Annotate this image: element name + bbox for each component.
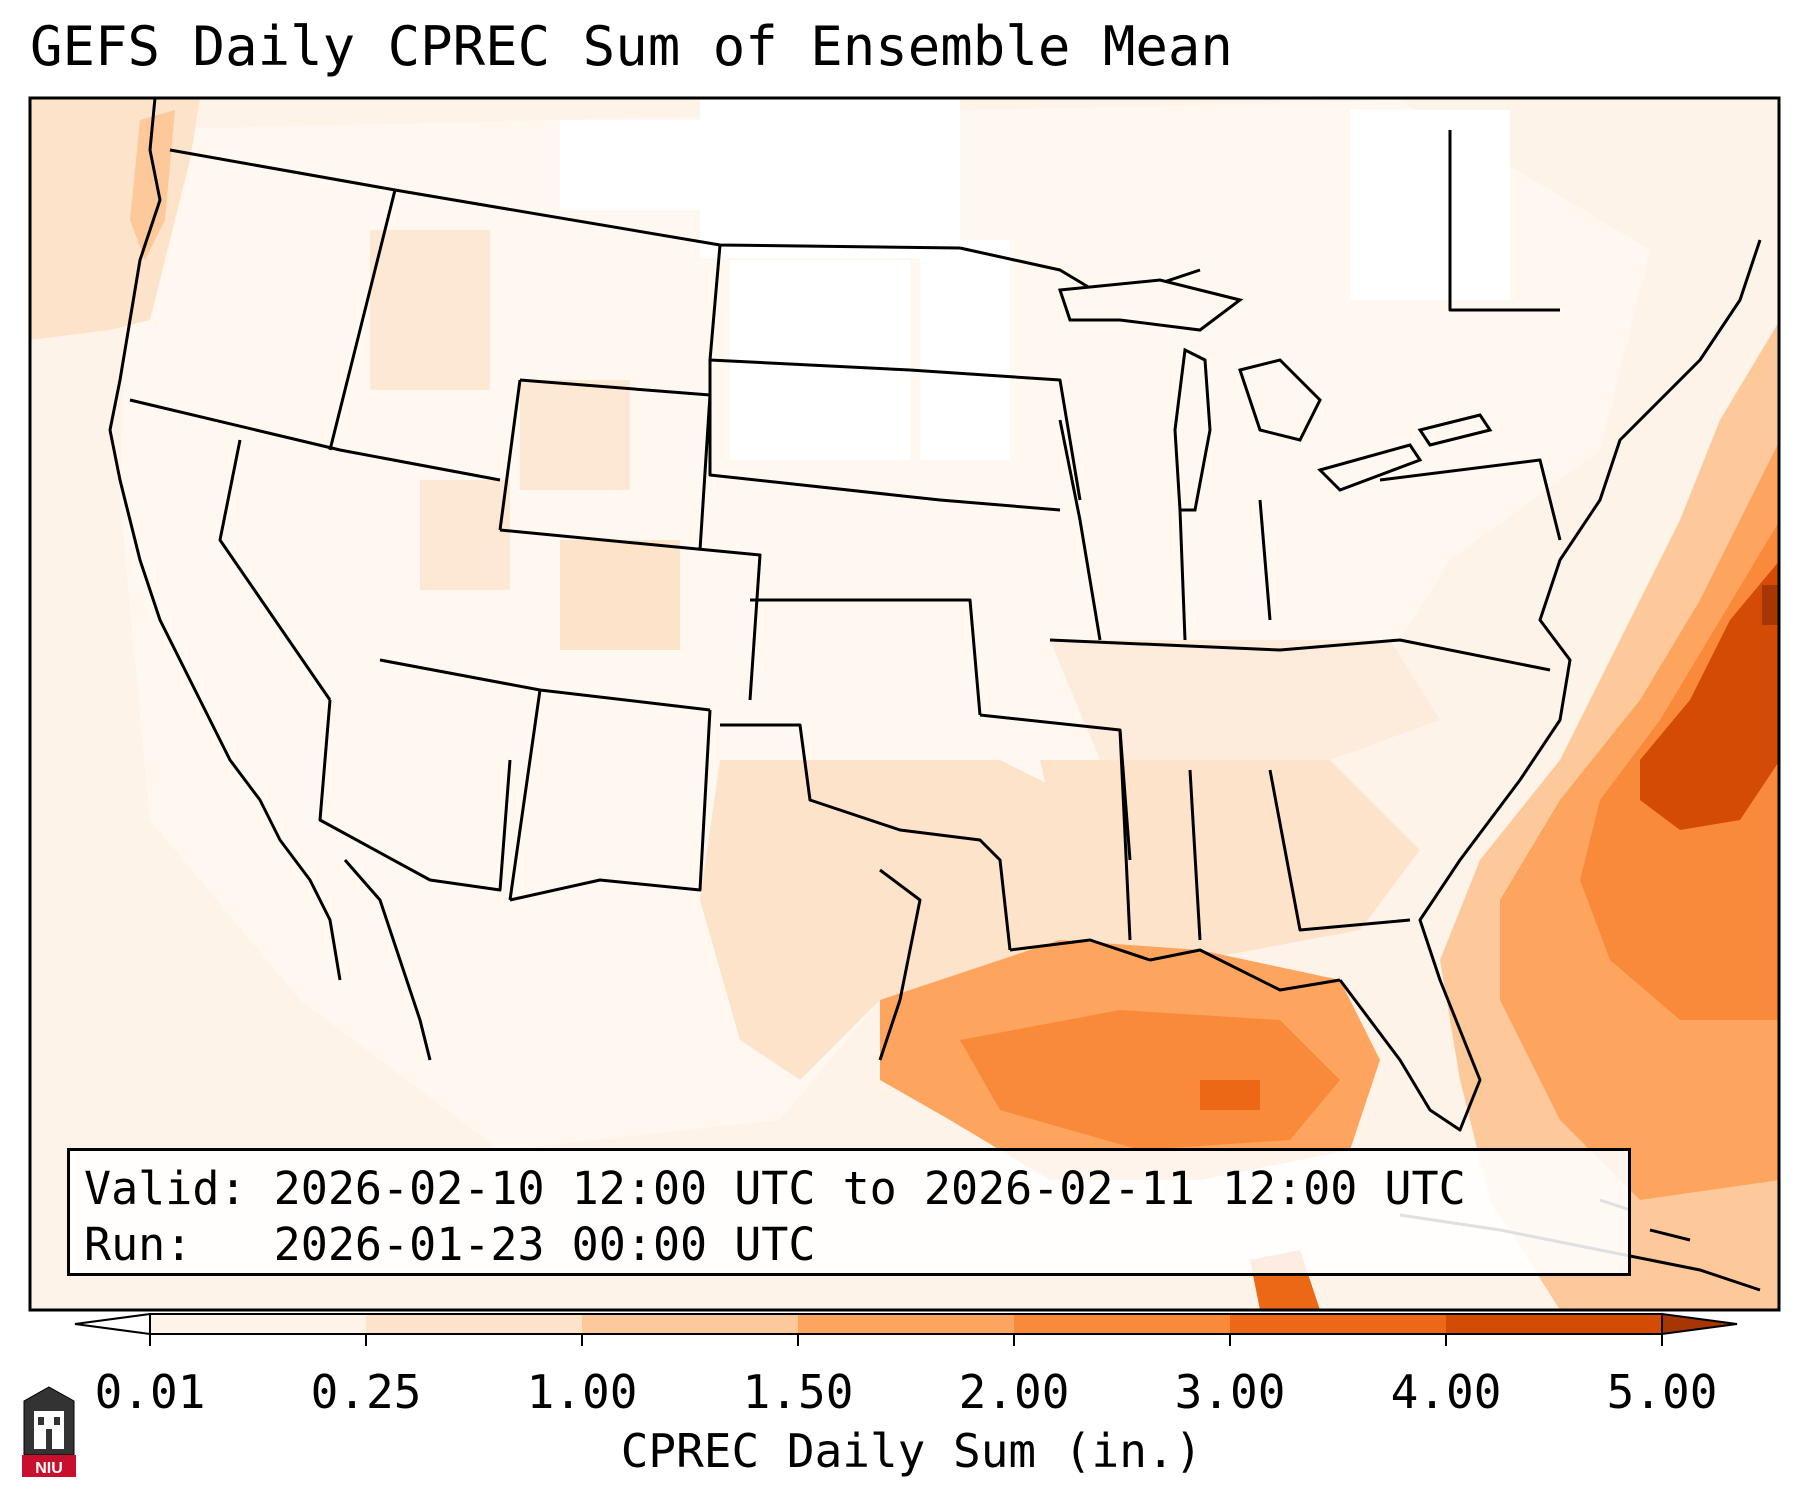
precip-utah bbox=[420, 480, 510, 590]
colorbar-segment bbox=[366, 1314, 583, 1334]
gulf-coastline bbox=[1009, 938, 1341, 992]
precip-atlantic-max bbox=[1640, 561, 1779, 830]
map-title: GEFS Daily CPREC Sum of Ensemble Mean bbox=[30, 15, 1233, 78]
ohio-line bbox=[1258, 499, 1272, 621]
info-box: Valid: 2026-02-10 12:00 UTC to 2026-02-1… bbox=[67, 1148, 1631, 1276]
colorbar-tick-label: 4.00 bbox=[1390, 1365, 1502, 1419]
bahamas-island-2 bbox=[1649, 1228, 1691, 1242]
colorbar-tick-label: 1.00 bbox=[526, 1365, 638, 1419]
maine-quebec-line bbox=[1448, 130, 1560, 312]
new-mexico-borders bbox=[509, 709, 712, 902]
colorbar-segment bbox=[1446, 1314, 1663, 1334]
precip-none-montana bbox=[560, 120, 700, 210]
colorbar-tick-label: 5.00 bbox=[1606, 1365, 1718, 1419]
precip-gulf-max bbox=[1200, 1080, 1260, 1110]
pennsylvania-line bbox=[1379, 458, 1562, 541]
precip-none-dakotas bbox=[700, 98, 960, 258]
texas-coast bbox=[878, 868, 922, 1061]
alabama-line bbox=[1188, 769, 1202, 941]
california-nevada-line bbox=[218, 439, 332, 701]
idaho-west bbox=[328, 189, 397, 451]
colorbar bbox=[74, 1312, 1738, 1346]
colorbar-extend-high bbox=[1661, 1312, 1738, 1336]
wyoming-west bbox=[498, 379, 522, 531]
precip-atlantic-peak bbox=[1762, 585, 1779, 625]
mississippi-line bbox=[1118, 729, 1132, 941]
baja-line bbox=[343, 859, 432, 1061]
precip-idaho bbox=[370, 230, 490, 390]
missouri-north bbox=[939, 498, 1061, 512]
niu-logo: NIU bbox=[20, 1385, 78, 1479]
run-time-text: Run: 2026-01-23 00:00 UTC bbox=[84, 1218, 816, 1271]
west-coastline bbox=[108, 98, 342, 981]
tn-kentucky-line bbox=[1049, 638, 1551, 672]
colorbar-tick-label: 3.00 bbox=[1174, 1365, 1286, 1419]
georgia-line bbox=[1268, 769, 1411, 932]
boundary-lines bbox=[108, 98, 1762, 1132]
lake-huron bbox=[1238, 358, 1322, 442]
colorbar-tick-label: 1.50 bbox=[742, 1365, 854, 1419]
texas-oklahoma-line bbox=[720, 723, 1012, 951]
colorbar-tick-labels: 0.01 0.25 1.00 1.50 2.00 3.00 4.00 5.00 bbox=[0, 1365, 1803, 1425]
precip-none-minnesota bbox=[920, 240, 1010, 460]
arizona-nm-line bbox=[508, 689, 542, 901]
colorbar-segment bbox=[582, 1314, 799, 1334]
colorbar-outline bbox=[149, 1313, 1663, 1335]
iowa-line bbox=[909, 368, 1082, 501]
lake-michigan bbox=[1173, 347, 1212, 512]
lake-erie bbox=[1317, 443, 1423, 492]
map-frame bbox=[28, 96, 1781, 1312]
colorbar-segment bbox=[150, 1314, 367, 1334]
precip-colorado bbox=[560, 540, 680, 650]
colorbar-segment bbox=[1014, 1314, 1231, 1334]
colorbar-tick-label: 0.25 bbox=[310, 1365, 422, 1419]
precip-texas bbox=[700, 760, 1150, 1080]
illinois-line bbox=[1058, 419, 1102, 641]
kansas-borders bbox=[750, 598, 982, 716]
colorbar-label: CPREC Daily Sum (in.) bbox=[620, 1424, 1203, 1478]
valid-time-text: Valid: 2026-02-10 12:00 UTC to 2026-02-1… bbox=[84, 1162, 1466, 1215]
precip-gulf-heavy bbox=[960, 1010, 1340, 1150]
south-dakota-south bbox=[708, 360, 941, 502]
precip-none-plains bbox=[730, 260, 910, 460]
colorbar-tick-label: 0.01 bbox=[94, 1365, 206, 1419]
colorbar-extend-low bbox=[74, 1312, 151, 1336]
precip-tennessee-valley bbox=[1050, 640, 1440, 760]
precip-none-canada bbox=[1350, 110, 1510, 300]
us-canada-border bbox=[169, 148, 961, 250]
east-coastline bbox=[1338, 239, 1762, 1132]
precip-southeast bbox=[1040, 760, 1420, 960]
niu-logo-icon: NIU bbox=[22, 1386, 76, 1477]
colorado-north bbox=[499, 528, 762, 701]
precip-washington-coast bbox=[130, 110, 175, 260]
colorbar-tick-label: 2.00 bbox=[958, 1365, 1070, 1419]
niu-logo-text: NIU bbox=[35, 1460, 63, 1477]
precip-wyoming bbox=[520, 380, 630, 490]
colorbar-segment bbox=[1230, 1314, 1447, 1334]
lake-ontario bbox=[1417, 413, 1493, 447]
lake-superior bbox=[1057, 278, 1244, 332]
indiana-line bbox=[1178, 509, 1187, 641]
arizona-borders bbox=[318, 699, 512, 892]
oregon-nevada-line bbox=[129, 398, 501, 482]
great-lakes bbox=[1057, 278, 1493, 512]
colorbar-segment bbox=[798, 1314, 1015, 1334]
